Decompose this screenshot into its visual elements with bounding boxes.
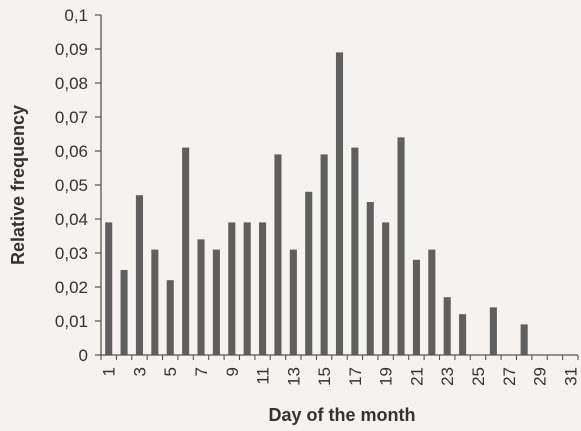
bar (105, 222, 113, 355)
y-tick-label: 0,1 (64, 6, 88, 25)
bar (151, 249, 159, 355)
bar (320, 154, 328, 355)
x-tick-label: 17 (346, 367, 365, 386)
bar (351, 147, 359, 355)
x-tick-label: 19 (377, 367, 396, 386)
x-tick-label: 13 (284, 367, 303, 386)
y-tick-label: 0,09 (55, 40, 88, 59)
y-tick-label: 0,07 (55, 108, 88, 127)
bar (197, 239, 205, 355)
bar (289, 249, 297, 355)
x-tick-label: 3 (130, 367, 149, 376)
bar (428, 249, 436, 355)
bar (166, 280, 174, 355)
y-tick-label: 0 (79, 346, 88, 365)
bar (489, 307, 497, 355)
bar (228, 222, 236, 355)
bar (135, 195, 144, 355)
y-tick-label: 0,02 (55, 278, 88, 297)
x-tick-label: 25 (469, 367, 488, 386)
bar (366, 202, 374, 355)
y-tick-label: 0,08 (55, 74, 88, 93)
x-tick-label: 1 (100, 367, 119, 376)
bar (382, 222, 390, 355)
bar (274, 154, 282, 355)
bar (412, 259, 420, 355)
x-tick-label: 15 (315, 367, 334, 386)
bar (459, 314, 467, 355)
y-axis-ticks: 0 0,01 0,02 0,03 0,04 0,05 0,06 0,07 0,08 0,09 0,1 (55, 6, 101, 365)
bar (259, 222, 267, 355)
bar (397, 137, 405, 355)
y-tick-label: 0,05 (55, 176, 88, 195)
bar (443, 297, 451, 355)
x-tick-label: 27 (500, 367, 519, 386)
x-axis-ticks: 1 3 5 7 9 11 13 15 17 19 21 23 25 27 29 31 (100, 355, 580, 386)
bar (305, 191, 313, 355)
x-axis-title: Day of the month (269, 405, 416, 425)
x-tick-label: 23 (438, 367, 457, 386)
bar (335, 52, 344, 356)
x-tick-label: 31 (561, 367, 580, 386)
x-tick-label: 7 (192, 367, 211, 376)
bar (212, 249, 220, 355)
y-axis-title: Relative frequency (8, 105, 28, 265)
y-tick-label: 0,04 (55, 210, 88, 229)
x-tick-label: 9 (223, 367, 242, 376)
x-tick-label: 29 (531, 367, 550, 386)
x-tick-label: 21 (407, 367, 426, 386)
x-tick-label: 5 (161, 367, 180, 376)
x-tick-label: 11 (254, 367, 273, 385)
bar (120, 270, 128, 355)
y-tick-label: 0,01 (55, 312, 88, 331)
y-tick-label: 0,03 (55, 244, 88, 263)
y-tick-label: 0,06 (55, 142, 88, 161)
bar (520, 324, 528, 355)
bar (243, 222, 251, 355)
bar-series (105, 52, 528, 356)
bar (182, 147, 190, 355)
